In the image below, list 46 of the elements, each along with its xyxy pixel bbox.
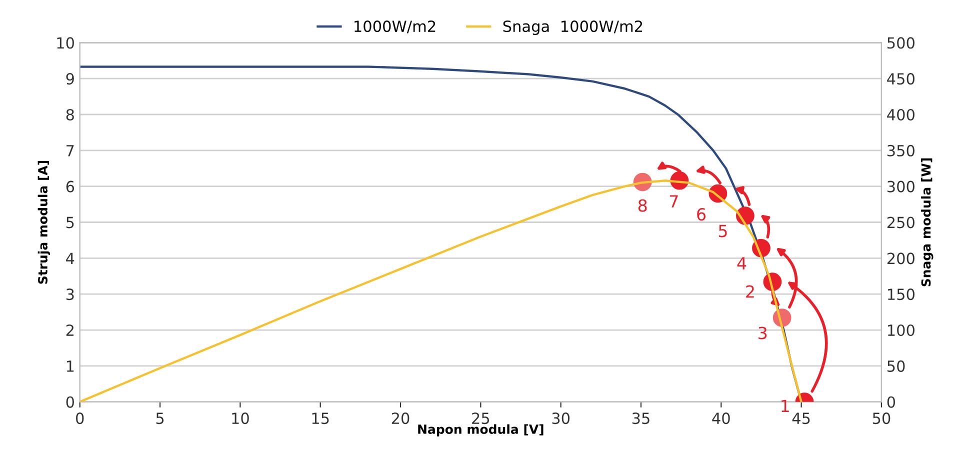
- y-tick-label: 6: [66, 180, 74, 192]
- y-tick-label: 2: [66, 324, 74, 336]
- x-tick-label: 30: [552, 412, 570, 424]
- annotation: 7: [670, 195, 678, 208]
- annotation: 8: [638, 199, 647, 212]
- annotation: 2: [746, 285, 754, 298]
- x-tick-label: 15: [312, 412, 329, 424]
- annotation: 4: [737, 257, 746, 270]
- y-tick-label: 1: [66, 360, 74, 372]
- x-axis-title: Napon modula [V]: [418, 424, 544, 436]
- y2-tick-label: 50: [888, 360, 905, 372]
- y-tick-label: 8: [66, 108, 74, 121]
- y2-tick-label: 500: [888, 37, 914, 49]
- annotation: 6: [697, 208, 706, 221]
- y2-tick-label: 0: [887, 396, 896, 408]
- y-tick-label: 9: [66, 73, 74, 85]
- legend-label: 1000W/m2: [354, 20, 436, 34]
- x-tick-label: 45: [792, 412, 810, 424]
- y-tick-label: 7: [66, 145, 74, 156]
- y2-axis-title: Snaga modula [W]: [921, 158, 934, 286]
- annotation: 5: [718, 224, 727, 238]
- x-tick-label: 0: [76, 412, 84, 424]
- x-tick-label: 10: [232, 412, 249, 424]
- legend-label: Snaga 1000W/m2: [503, 20, 642, 36]
- x-tick-label: 35: [632, 412, 650, 424]
- y2-tick-label: 200: [887, 252, 914, 264]
- y2-tick-label: 250: [887, 216, 914, 228]
- x-tick-label: 20: [392, 412, 410, 424]
- y2-tick-label: 150: [888, 288, 914, 300]
- y-tick-label: 5: [66, 216, 74, 228]
- y-tick-label: 0: [66, 396, 74, 408]
- y2-tick-label: 400: [887, 108, 914, 121]
- x-tick-label: 25: [472, 412, 490, 424]
- x-tick-label: 40: [712, 412, 730, 424]
- x-tick-label: 50: [872, 412, 890, 424]
- x-tick-label: 5: [156, 412, 164, 424]
- y2-tick-label: 100: [888, 324, 914, 336]
- y2-tick-label: 450: [887, 73, 914, 85]
- annotation: 1: [782, 400, 789, 412]
- y-tick-label: 3: [66, 288, 74, 300]
- y2-tick-label: 300: [887, 180, 914, 192]
- y2-tick-label: 350: [887, 144, 914, 156]
- y-axis-title: Struja modula [A]: [38, 160, 50, 284]
- y-tick-label: 10: [57, 37, 74, 49]
- annotation: 3: [758, 326, 767, 340]
- y-tick-label: 4: [66, 252, 74, 264]
